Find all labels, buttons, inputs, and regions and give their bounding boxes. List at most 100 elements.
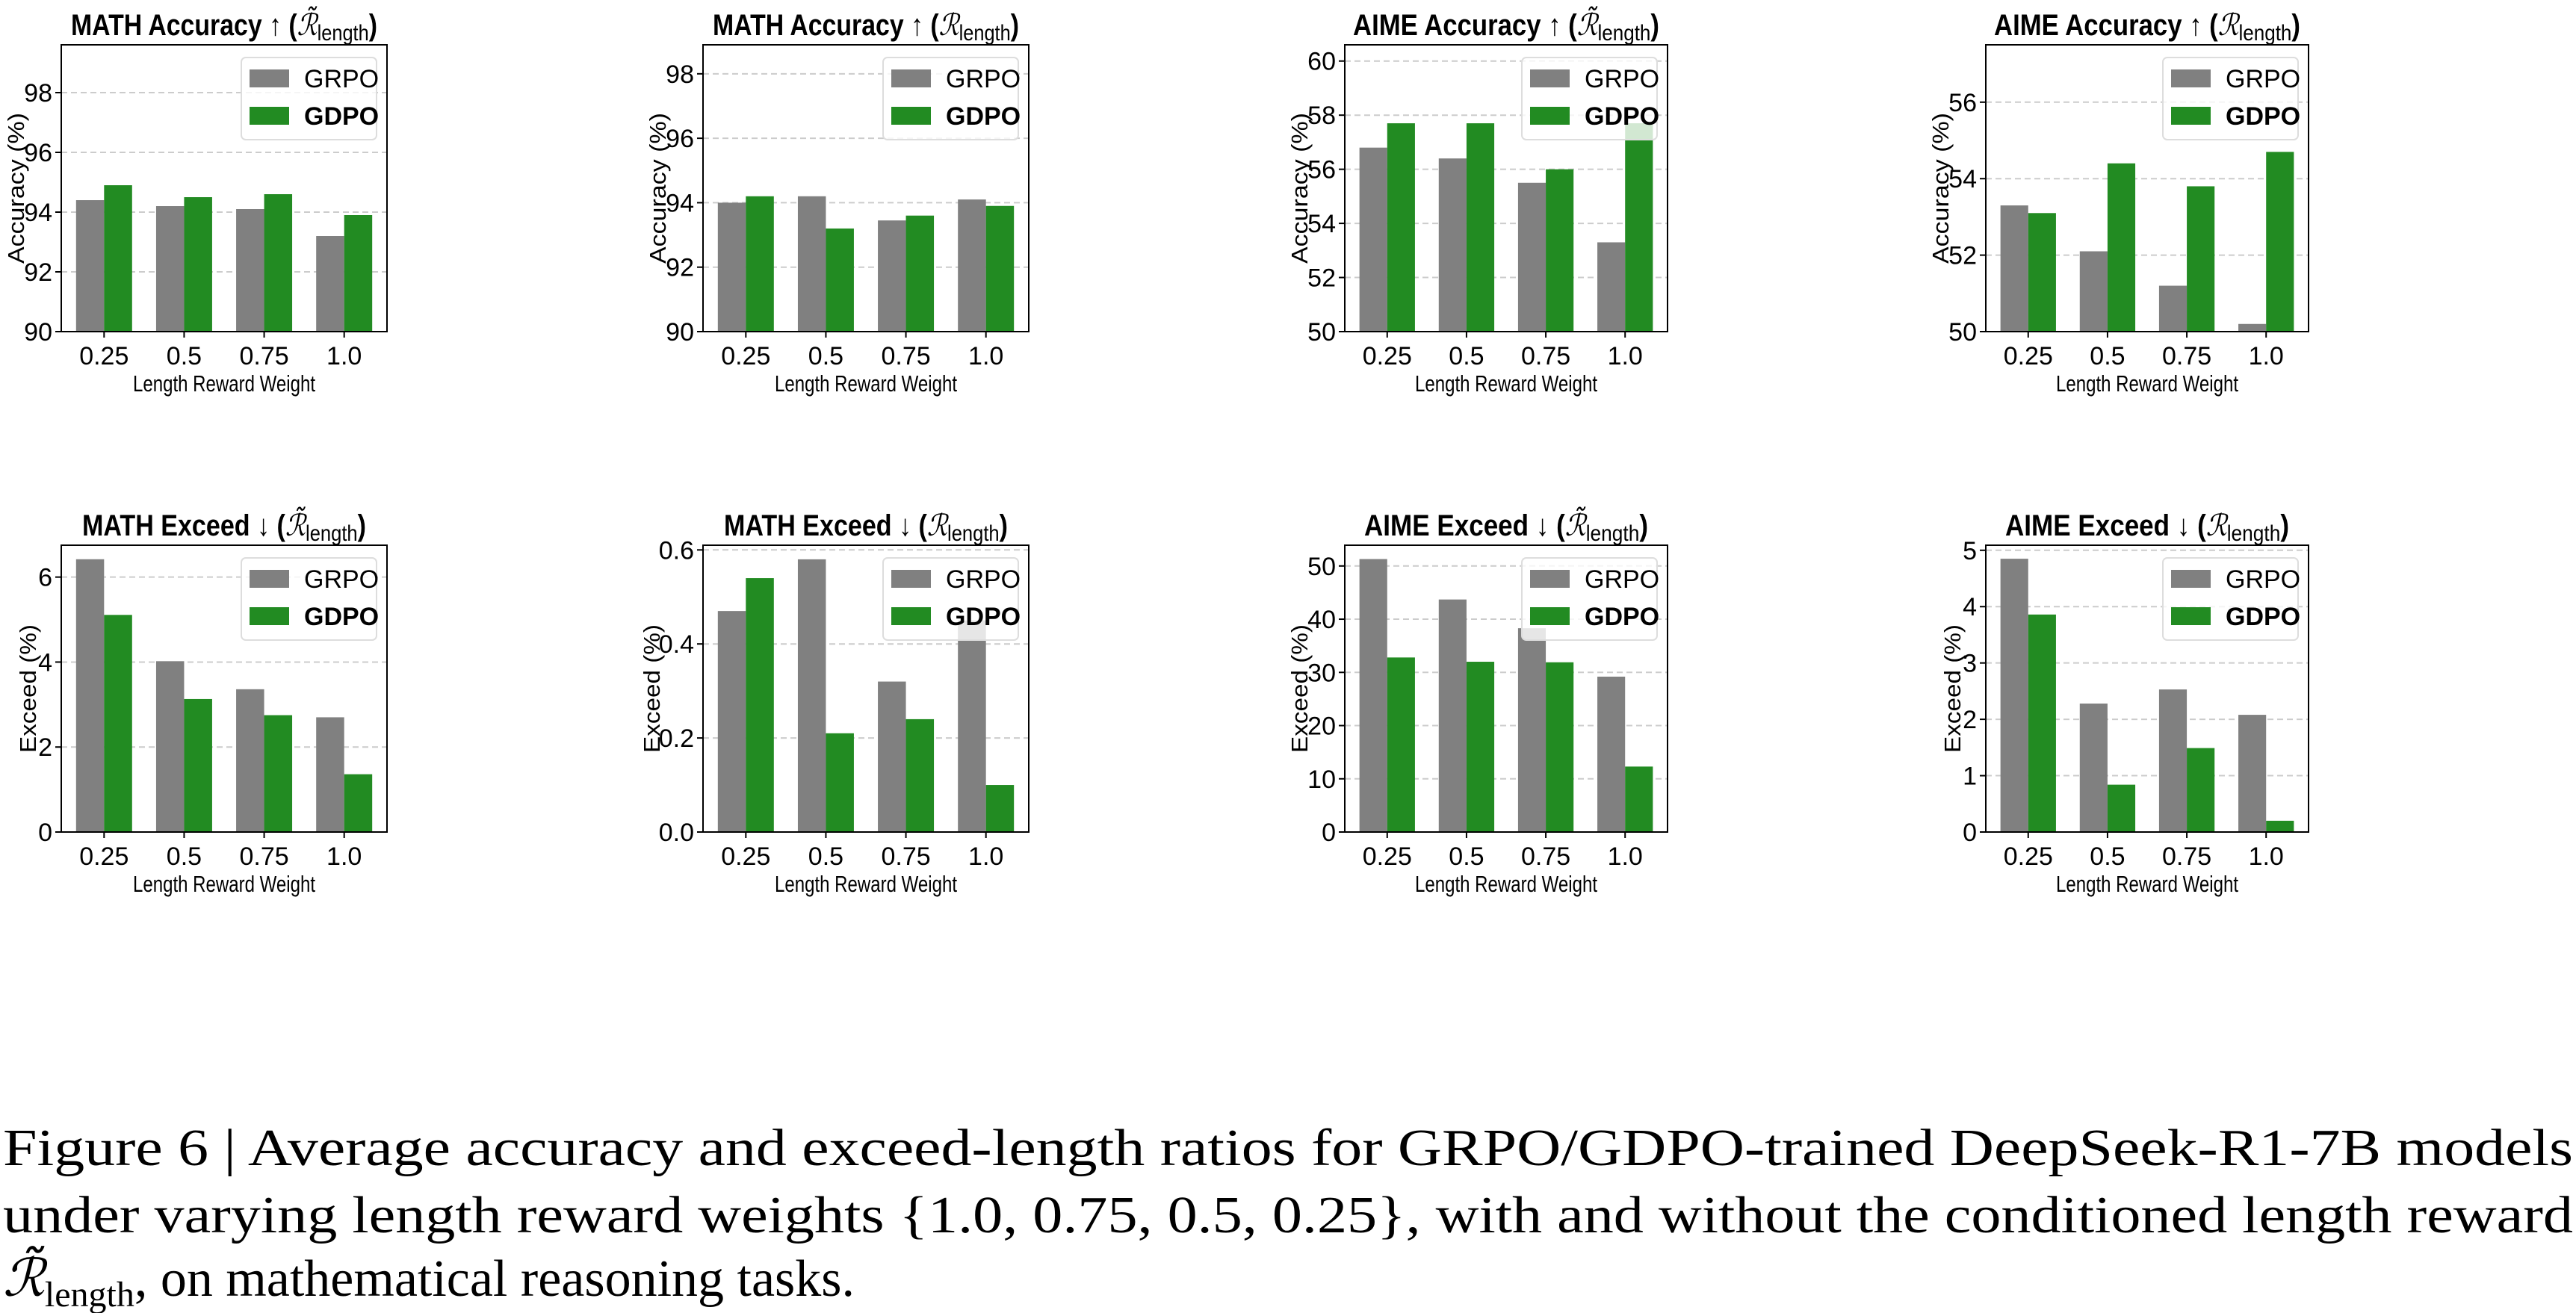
bar-grpo-1.0 [958,620,986,832]
y-tick-label: 0.0 [659,819,694,847]
bar-gdpo-0.25 [746,196,774,332]
bar-grpo-0.5 [155,661,185,832]
caption-line-2: under varying length reward weights {1.0… [3,1187,2573,1244]
figure-caption: Figure 6 | Average accuracy and exceed-l… [3,1120,2573,1313]
bar-gdpo-1.0 [344,215,373,332]
bar-gdpo-0.5 [184,698,212,832]
title-main: MATH Accuracy ↑ [71,9,282,42]
bar-gdpo-1.0 [985,205,1015,332]
subplot-5: 0 2 4 6 0.25 0.5 0.75 1.0 GRPO GDPO MATH Exceed ↓ … [15,506,388,897]
bar-grpo-0.5 [797,196,826,332]
legend-swatch-grpo [1530,69,1570,87]
legend-swatch-gdpo [1530,607,1570,625]
bar-gdpo-0.5 [184,197,212,332]
legend: GRPO GDPO [1521,557,1659,641]
title-main: AIME Accuracy ↑ [1994,9,2202,42]
title-paren-open: ( [270,509,285,542]
y-tick-label: 54 [1948,165,1977,193]
y-tick-label: 98 [24,79,52,108]
x-tick-label: 0.25 [1363,842,1412,871]
y-tick-label: 60 [1307,48,1336,76]
title-reward-subscript: length [318,21,369,46]
x-tick-label: 1.0 [968,342,1003,370]
title-paren-close: ) [369,9,377,42]
legend-label-grpo: GRPO [2226,65,2300,93]
bar-grpo-0.5 [1438,599,1467,832]
subplot-title: MATH Accuracy ↑ (ℛ̃length) [71,6,377,46]
bar-grpo-0.5 [797,559,826,832]
legend-swatch-gdpo [250,107,289,125]
subplot-7: 0 10 20 30 40 50 0.25 0.5 0.75 1.0 GRPO GDPO AIME Ex… [1287,506,1668,897]
subplot-title: AIME Accuracy ↑ (ℛ̃length) [1353,6,1659,46]
title-main: AIME Exceed ↓ [2005,509,2190,542]
x-tick-label: 0.25 [721,342,770,370]
bar-gdpo-0.75 [2187,186,2215,332]
x-tick-label: 0.25 [79,842,129,871]
axes-frame [61,44,388,332]
title-reward-subscript: length [306,521,358,546]
bar-gdpo-0.25 [2028,213,2056,332]
bar-grpo-0.75 [2158,689,2188,832]
bar-grpo-0.5 [2079,251,2108,332]
legend: GRPO GDPO [882,557,1021,641]
bar-grpo-0.75 [236,689,264,832]
subplot-4: 50 52 54 56 0.25 0.5 0.75 1.0 GRPO GDPO AIME Accur… [1928,8,2309,397]
x-tick-label: 0.75 [1521,842,1570,871]
bar-grpo-0.25 [75,559,105,832]
legend-label-gdpo: GDPO [304,102,379,131]
x-tick-label: 1.0 [326,342,362,370]
bar-grpo-1.0 [958,199,986,332]
y-tick-label: 50 [1307,318,1336,347]
legend-swatch-grpo [1530,570,1570,588]
bar-grpo-0.25 [717,202,746,332]
x-tick-label: 1.0 [1608,842,1643,871]
bar-gdpo-0.25 [746,578,774,832]
legend: GRPO GDPO [2162,57,2300,140]
subplot-3: 50 52 54 56 58 60 0.25 0.5 0.75 1.0 GRPO GDPO AIME A… [1287,6,1668,397]
x-tick-label: 0.75 [239,842,288,871]
x-tick-label: 1.0 [326,842,362,871]
caption-reward-symbol: ℛ̃ [3,1245,48,1309]
legend-swatch-grpo [891,69,931,87]
y-tick-label: 40 [1307,606,1336,634]
bar-gdpo-0.75 [905,718,935,832]
x-axis-label: Length Reward Weight [775,871,957,897]
bar-gdpo-0.75 [1546,169,1574,332]
y-tick-label: 58 [1307,102,1336,130]
bar-gdpo-0.25 [2028,614,2056,832]
axes-frame [1344,544,1668,833]
bar-grpo-0.75 [878,681,906,832]
x-axis-label: Length Reward Weight [133,370,315,397]
caption-line-3: ℛ̃length, on mathematical reasoning task… [3,1245,855,1313]
x-axis-label: Length Reward Weight [1415,871,1597,897]
bar-gdpo-0.25 [1387,657,1415,832]
axes-frame [702,544,1030,833]
legend-swatch-gdpo [891,107,931,125]
title-reward-subscript: length [1586,521,1640,546]
legend: GRPO GDPO [1521,57,1659,140]
x-tick-label: 0.75 [239,342,288,370]
bar-gdpo-0.25 [1387,123,1415,332]
y-tick-label: 50 [1948,318,1977,347]
x-tick-label: 0.5 [2090,842,2125,871]
bar-gdpo-0.75 [905,215,935,332]
title-paren-open: ( [282,9,297,42]
bar-grpo-0.25 [1359,559,1387,832]
x-tick-label: 0.75 [881,342,930,370]
title-paren-open: ( [1561,9,1578,42]
y-tick-label: 30 [1307,659,1336,687]
legend-swatch-gdpo [891,607,931,625]
title-paren-close: ) [2291,9,2300,42]
legend-label-gdpo: GDPO [2226,603,2300,631]
legend-label-gdpo: GDPO [304,603,379,631]
bar-grpo-1.0 [316,717,344,832]
title-paren-close: ) [2280,509,2289,542]
bar-gdpo-0.25 [104,185,132,332]
legend-label-grpo: GRPO [2226,565,2300,594]
title-main: MATH Exceed ↓ [724,509,911,542]
x-tick-label: 0.25 [721,842,770,871]
title-paren-close: ) [1650,9,1659,42]
bar-gdpo-1.0 [2266,820,2294,832]
title-paren-open: ( [2190,509,2206,542]
